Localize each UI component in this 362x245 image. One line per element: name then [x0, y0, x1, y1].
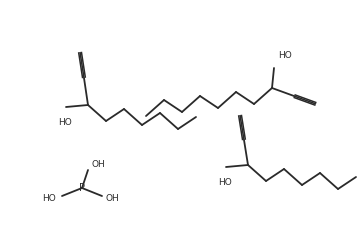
- Text: OH: OH: [106, 194, 120, 203]
- Text: P: P: [79, 183, 85, 193]
- Text: OH: OH: [92, 159, 106, 169]
- Text: HO: HO: [42, 194, 56, 203]
- Text: HO: HO: [58, 118, 72, 126]
- Text: HO: HO: [218, 177, 232, 186]
- Text: HO: HO: [278, 51, 292, 60]
